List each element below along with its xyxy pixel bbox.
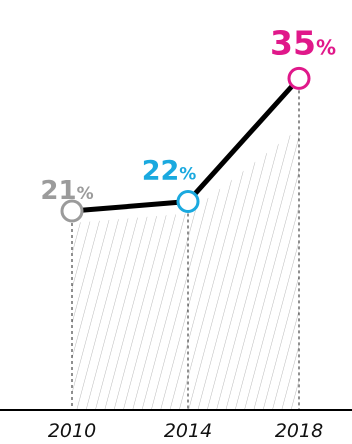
x-tick-labels-layer: 2010 2014 2018 xyxy=(48,420,323,442)
data-points-layer xyxy=(60,66,311,223)
value-labels-layer: 21% 22% 35% xyxy=(40,23,336,206)
hatched-area-segment xyxy=(188,128,299,410)
data-point-2014 xyxy=(176,190,200,214)
x-tick-label-2018: 2018 xyxy=(275,420,323,442)
x-tick-label-2014: 2014 xyxy=(164,420,212,442)
value-label-2014: 22% xyxy=(142,156,197,187)
hatched-area-segment xyxy=(72,213,188,410)
data-point-2010 xyxy=(60,199,84,223)
value-label-2010: 21% xyxy=(40,176,93,206)
drop-lines-layer xyxy=(71,90,300,410)
x-tick-label-2010: 2010 xyxy=(48,420,96,442)
value-label-2018: 35% xyxy=(270,23,336,62)
hatched-area-layer xyxy=(72,128,299,410)
data-point-2018 xyxy=(287,66,311,90)
